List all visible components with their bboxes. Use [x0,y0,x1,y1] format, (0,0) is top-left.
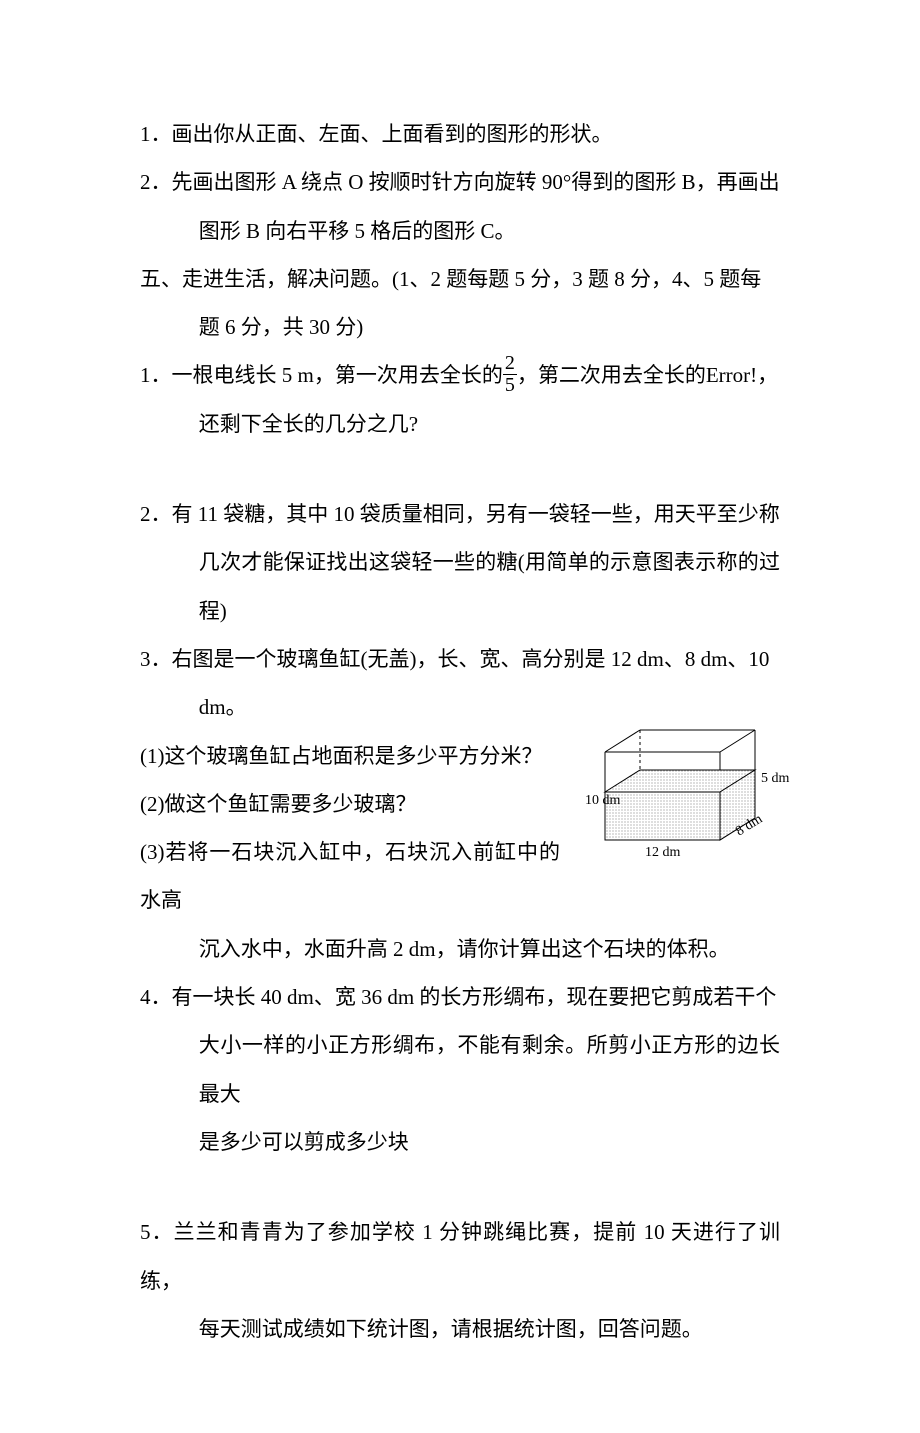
fraction-2-5: 2 5 [503,353,517,396]
fraction-den: 5 [503,375,517,396]
q1-line2: 还剩下全长的几分之几? [140,400,780,448]
fish-tank-figure: 5 dm 10 dm 12 dm 8 dm [585,722,790,867]
label-5dm: 5 dm [761,771,790,786]
spacer [140,448,780,490]
spacer-2 [140,1166,780,1208]
q5-line2: 每天测试成绩如下统计图，请根据统计图，回答问题。 [140,1305,780,1353]
fraction-num: 2 [503,353,517,375]
q2-line1: 2．有 11 袋糖，其中 10 袋质量相同，另有一袋轻一些，用天平至少称 [140,490,780,538]
q4-line1: 4．有一块长 40 dm、宽 36 dm 的长方形绸布，现在要把它剪成若干个 [140,973,780,1021]
q3-line1: 3．右图是一个玻璃鱼缸(无盖)，长、宽、高分别是 12 dm、8 dm、10 [140,635,780,683]
section-5-head-line1: 五、走进生活，解决问题。(1、2 题每题 5 分，3 题 8 分，4、5 题每 [140,255,780,303]
section-5-head-line2: 题 6 分，共 30 分) [140,303,780,351]
q4-line2: 大小一样的小正方形绸布，不能有剩余。所剪小正方形的边长最大 [140,1021,780,1118]
q1-pre: 1．一根电线长 5 m，第一次用去全长的 [140,351,503,399]
q2-line2: 几次才能保证找出这袋轻一些的糖(用简单的示意图表示称的过程) [140,538,780,635]
item-2-line2: 图形 B 向右平移 5 格后的图形 C。 [140,207,780,255]
item-2-line1: 2．先画出图形 A 绕点 O 按顺时针方向旋转 90°得到的图形 B，再画出 [140,158,780,206]
q1-line1: 1．一根电线长 5 m，第一次用去全长的 2 5 ，第二次用去全长的Error!… [140,351,780,399]
exam-page: 1．画出你从正面、左面、上面看到的图形的形状。 2．先画出图形 A 绕点 O 按… [0,0,920,1433]
q5-line1: 5．兰兰和青青为了参加学校 1 分钟跳绳比赛，提前 10 天进行了训练， [140,1208,780,1305]
q1-mid: ，第二次用去全长的Error!， [517,351,778,399]
label-10dm: 10 dm [585,793,621,808]
q3-subblock: (1)这个玻璃鱼缸占地面积是多少平方分米？ (2)做这个鱼缸需要多少玻璃？ (3… [140,732,780,925]
q3-sub3b: 沉入水中，水面升高 2 dm，请你计算出这个石块的体积。 [140,925,780,973]
label-12dm: 12 dm [645,845,681,860]
item-1: 1．画出你从正面、左面、上面看到的图形的形状。 [140,110,780,158]
q4-line3: 是多少可以剪成多少块 [140,1118,780,1166]
